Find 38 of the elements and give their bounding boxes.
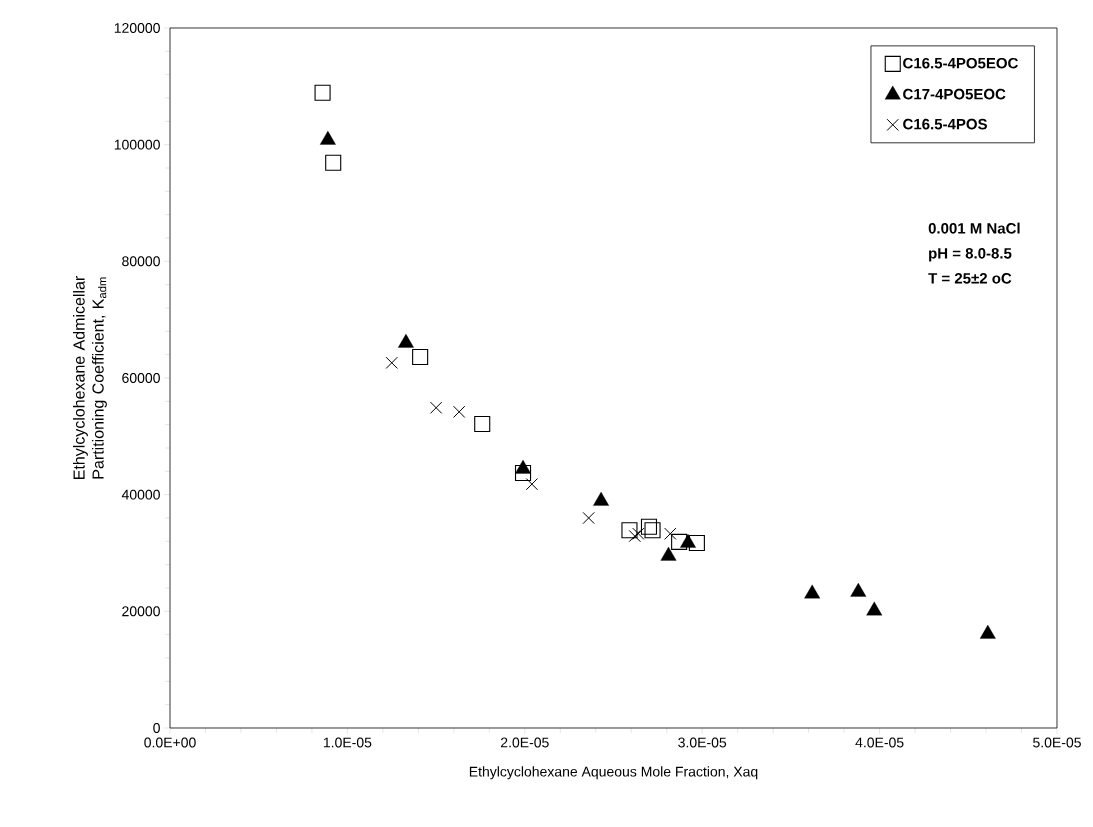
x-axis-title: Ethylcyclohexane Aqueous Mole Fraction, Xaq: [469, 766, 758, 780]
point: [804, 584, 821, 599]
y-tick-label: 20000: [122, 606, 160, 617]
point: [640, 518, 658, 535]
x-tick-label: 4.0E-05: [855, 737, 904, 748]
y-tick-label: 40000: [121, 489, 160, 500]
annotation: pH = 8.0-8.5: [929, 248, 1012, 262]
y-tick-label: 100000: [114, 139, 160, 150]
x-tick-label: 2.0E-05: [500, 737, 549, 748]
y-tick-label: 80000: [122, 256, 160, 267]
annotation: T = 25±2 oC: [928, 273, 1012, 284]
annotation: 0.001 M NaCl: [928, 222, 1020, 234]
x-tick-label: 5.0E-05: [1033, 737, 1081, 748]
point: [385, 356, 398, 369]
point: [325, 154, 342, 171]
y-tick-label: 120000: [114, 23, 160, 33]
point: [628, 529, 641, 543]
point: [525, 478, 539, 491]
point: [664, 527, 677, 540]
legend-label: C16.5-4PO5EOC: [903, 57, 1018, 69]
point: [412, 348, 429, 366]
x-tick-label: 1.0E-05: [323, 737, 372, 748]
x-tick-label: 3.0E-05: [678, 737, 727, 748]
legend-label: C16.5-4POS: [903, 118, 987, 130]
legend-label: C17-4PO5EOC: [903, 88, 1006, 100]
point: [866, 601, 883, 616]
x-tick-label: 0.0E+00: [144, 737, 196, 748]
point: [314, 84, 331, 101]
point: [621, 522, 638, 539]
point: [429, 401, 443, 414]
point: [671, 533, 688, 550]
point: [582, 511, 595, 525]
y-tick-label: 0: [153, 723, 160, 733]
point: [474, 416, 491, 433]
y-tick-label: 60000: [122, 373, 160, 383]
y-axis-title: Ethylcyclohexane Admicellar Partitioning Coefficient, K$_{adm}$: [72, 276, 107, 479]
point: [453, 405, 466, 418]
point: [514, 465, 532, 482]
